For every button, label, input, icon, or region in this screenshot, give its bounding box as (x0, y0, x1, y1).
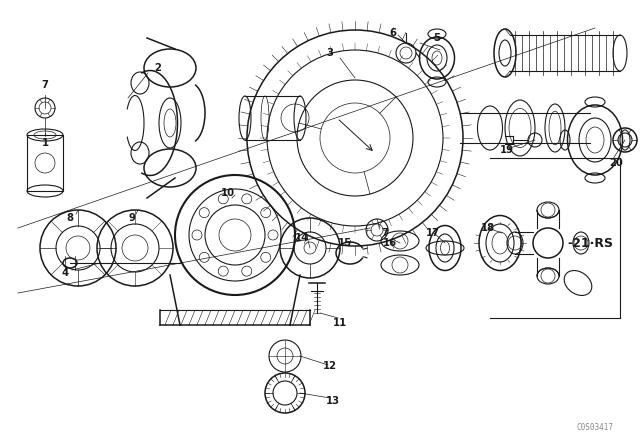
Text: 5: 5 (433, 33, 440, 43)
Text: 8: 8 (67, 213, 74, 223)
Text: C0S03417: C0S03417 (577, 423, 614, 432)
Text: 15: 15 (338, 238, 352, 248)
Text: 20: 20 (609, 158, 623, 168)
Text: 1: 1 (42, 138, 49, 148)
Text: 12: 12 (323, 361, 337, 371)
Text: 14: 14 (295, 233, 309, 243)
Text: -21·RS: -21·RS (567, 237, 613, 250)
Text: 7: 7 (42, 80, 49, 90)
Text: 10: 10 (221, 188, 235, 198)
Text: 7: 7 (381, 228, 388, 238)
Text: 2: 2 (155, 63, 161, 73)
Text: 13: 13 (326, 396, 340, 406)
Text: 16: 16 (383, 238, 397, 248)
Text: 3: 3 (326, 48, 333, 58)
Text: 18: 18 (481, 223, 495, 233)
Text: 4: 4 (61, 268, 68, 278)
Text: 9: 9 (129, 213, 136, 223)
Text: 11: 11 (333, 318, 347, 328)
Text: 6: 6 (390, 28, 397, 38)
Bar (27, 135, 63, 191)
Text: 19: 19 (500, 145, 514, 155)
Text: 17: 17 (426, 228, 440, 238)
